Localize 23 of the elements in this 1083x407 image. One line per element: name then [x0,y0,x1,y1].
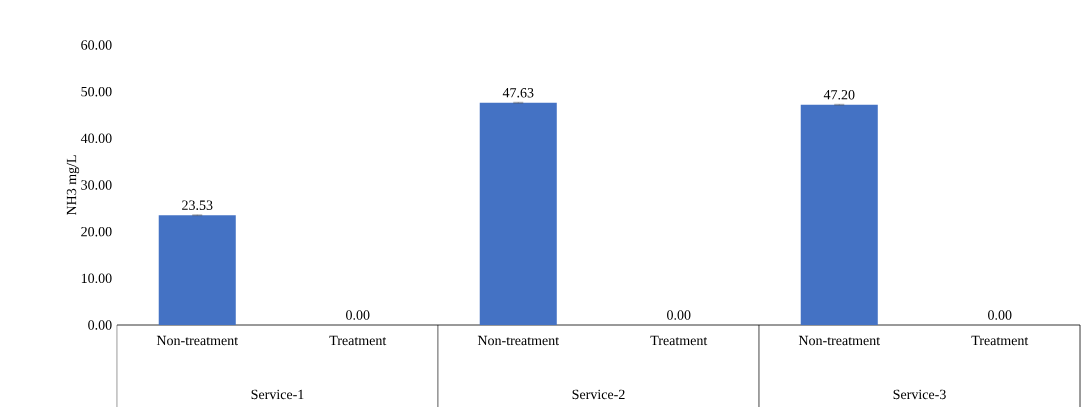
x-tick-label: Non-treatment [798,335,881,346]
x-tick-label: Non-treatment [156,335,238,346]
y-tick-label: 60.00 [81,40,112,50]
y-tick-label: 40.00 [80,133,112,144]
y-tick-label: 0.00 [88,320,112,330]
x-tick-label: Treatment [971,335,1029,346]
data-label: 0.00 [988,310,1012,320]
x-tick-label: Treatment [329,335,387,346]
y-axis-title: NH3 mg/L [66,155,80,216]
data-label: 47.20 [823,90,855,100]
y-tick-label: 20.00 [81,226,112,237]
data-label: 47.63 [502,88,534,98]
y-tick-label: 30.00 [81,180,112,190]
text: Service-3 [893,389,946,400]
y-tick-label: 50.00 [81,86,112,97]
y-tick-label: 10.00 [81,273,112,284]
x-tick-label: Non-treatment [477,335,560,346]
text: Service-2 [572,389,625,400]
data-label: 0.00 [346,310,370,320]
text: Service-1 [251,389,304,400]
data-label: 23.53 [182,200,213,210]
data-label: 0.00 [667,310,691,320]
x-tick-label: Treatment [650,335,708,346]
